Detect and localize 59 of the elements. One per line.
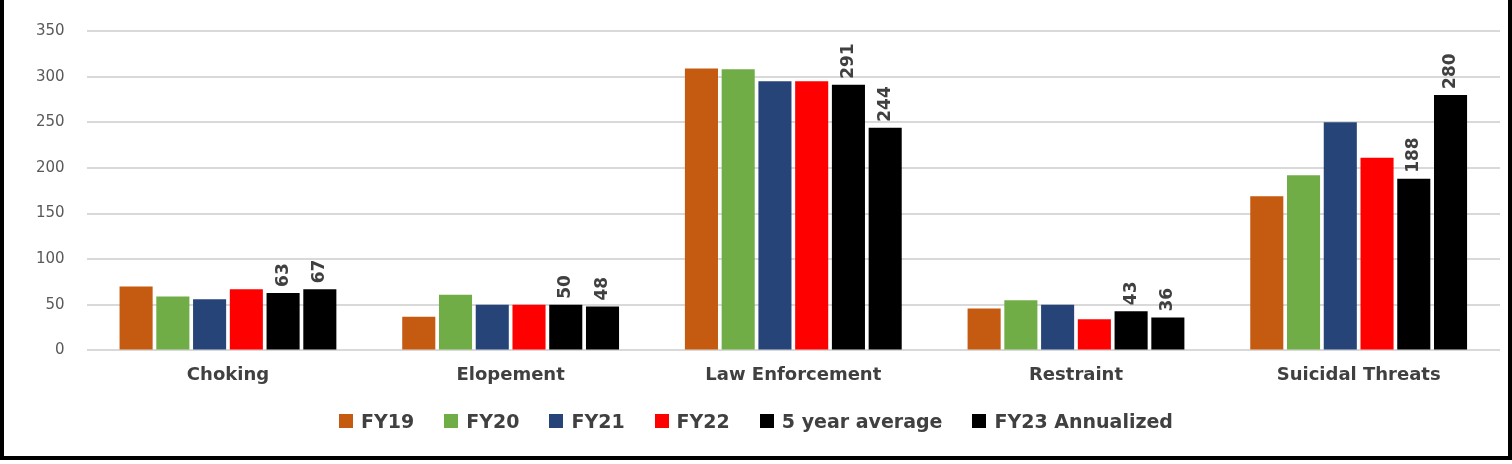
data-label: 67 — [308, 259, 329, 284]
bar — [1397, 178, 1431, 350]
bar — [266, 292, 300, 350]
bar — [758, 81, 792, 350]
legend-label: FY22 — [676, 410, 730, 432]
bar — [1041, 304, 1075, 350]
bar — [475, 304, 509, 350]
bar — [967, 308, 1001, 350]
bar — [795, 81, 829, 350]
bar — [1434, 94, 1468, 350]
data-label: 188 — [1402, 137, 1423, 173]
bar — [229, 289, 263, 350]
legend-label: FY20 — [466, 410, 520, 432]
y-tick-label: 200 — [35, 157, 65, 176]
x-tick-label: Law Enforcement — [705, 362, 882, 384]
bar — [1323, 122, 1357, 350]
x-tick-label: Suicidal Threats — [1276, 362, 1441, 384]
bar — [438, 294, 473, 350]
y-tick-label: 50 — [45, 294, 65, 313]
y-tick-label: 0 — [55, 340, 65, 359]
x-tick-label: Elopement — [456, 362, 566, 384]
bar — [1360, 157, 1394, 350]
legend-label: FY21 — [571, 410, 625, 432]
bar — [1077, 319, 1111, 350]
bar — [831, 84, 865, 350]
y-tick-label: 100 — [35, 249, 65, 268]
bar — [156, 296, 190, 350]
bar — [402, 316, 436, 350]
bar — [585, 306, 620, 350]
y-tick-label: 300 — [35, 66, 65, 85]
bar — [684, 68, 718, 350]
legend-label: 5 year average — [781, 410, 943, 432]
bar — [721, 69, 755, 350]
data-label: 63 — [271, 263, 292, 287]
data-label: 36 — [1156, 287, 1177, 312]
y-tick-label: 150 — [35, 203, 65, 222]
bar — [1287, 175, 1321, 350]
bar — [1114, 311, 1148, 350]
y-tick-label: 350 — [35, 20, 65, 39]
bar — [193, 299, 227, 350]
bar — [512, 304, 546, 350]
x-tick-label: Choking — [186, 362, 270, 384]
bar — [1151, 317, 1185, 350]
bar — [868, 127, 902, 350]
bar — [1004, 300, 1038, 350]
data-label: 43 — [1119, 281, 1140, 306]
bar — [549, 304, 583, 350]
data-label: 291 — [836, 43, 857, 79]
data-label: 50 — [554, 274, 575, 299]
x-tick-label: Restraint — [1028, 362, 1124, 384]
bar — [119, 286, 153, 350]
data-label: 48 — [590, 276, 611, 301]
bar — [303, 289, 337, 350]
y-tick-label: 250 — [35, 112, 65, 131]
bar — [1250, 196, 1284, 350]
legend-label: FY19 — [361, 410, 415, 432]
data-label: 280 — [1438, 53, 1459, 89]
data-label: 244 — [873, 86, 894, 122]
legend-label: FY23 Annualized — [994, 410, 1173, 432]
